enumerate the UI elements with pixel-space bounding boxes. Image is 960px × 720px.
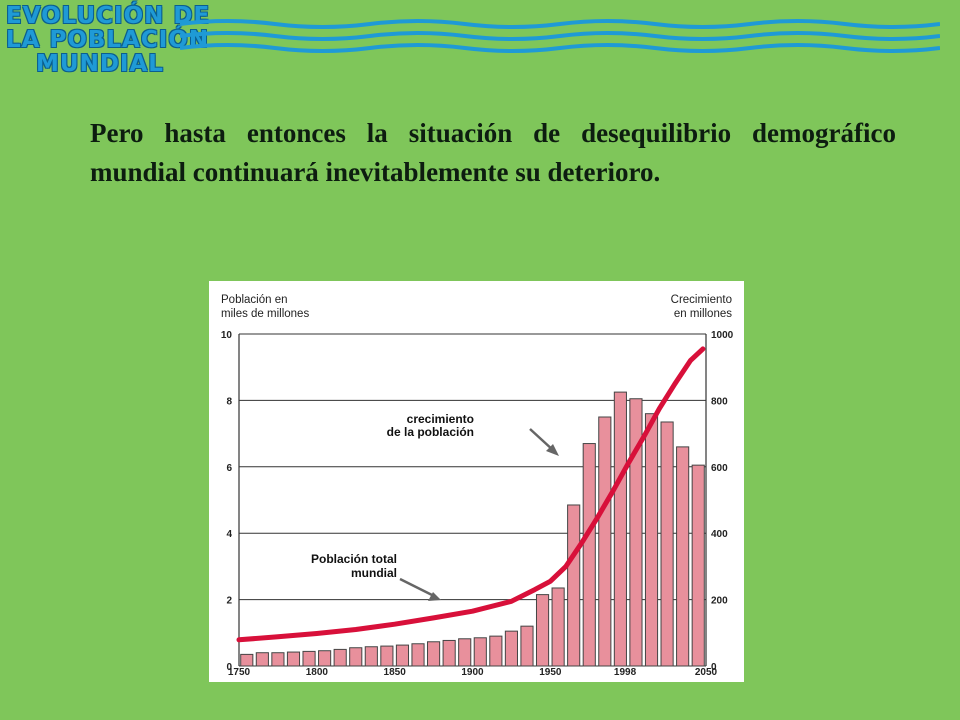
growth-bar (520, 625, 534, 667)
x-tick-label: 1800 (306, 667, 329, 678)
chart-plot: 0 0 2 200 4 400 6 600 8 800 10 1000 1750 1800 1850 1900… (221, 330, 734, 678)
growth-bar (691, 464, 705, 667)
logo-line-3: MUNDIAL (36, 51, 164, 77)
population-chart: Población en miles de millones Crecimien… (209, 281, 744, 682)
logo-line-1: EVOLUCIÓN DE (6, 3, 211, 29)
growth-bar (349, 647, 363, 667)
y-left-tick-label: 0 (226, 662, 232, 673)
growth-bar (644, 413, 659, 667)
growth-bar (660, 421, 674, 667)
x-tick-label: 1900 (461, 667, 484, 678)
growth-bar (318, 650, 332, 667)
growth-bar (473, 637, 487, 667)
y-right-tick-label: 1000 (711, 330, 734, 341)
growth-bar (380, 645, 394, 667)
growth-bar (427, 641, 441, 667)
x-tick-label: 2050 (695, 667, 718, 678)
title-logo: EVOLUCIÓN DE LA POBLACIÓN MUNDIAL (6, 3, 211, 84)
population-line (236, 346, 706, 643)
annotation-population-arrowhead (428, 592, 441, 601)
y-right-tick-label: 600 (711, 463, 728, 474)
body-paragraph: Pero hasta entonces la situación de dese… (90, 118, 896, 187)
y-right-tick-label: 0 (711, 662, 717, 673)
y-left-tick-label: 2 (226, 596, 232, 607)
x-tick-label: 1850 (384, 667, 407, 678)
growth-bar (535, 594, 550, 667)
y-right-tick-label: 400 (711, 529, 728, 540)
y-right-tick-label: 200 (711, 596, 728, 607)
x-tick-label: 1998 (614, 667, 637, 678)
growth-bar (442, 639, 456, 667)
annotation-population-arrow (399, 577, 435, 598)
growth-bar (598, 416, 612, 667)
y-axis-left-label: Población en miles de millones (221, 294, 310, 320)
y-left-tick-label: 4 (226, 529, 232, 540)
growth-bar (504, 630, 518, 667)
growth-bar (676, 446, 690, 667)
growth-bar (271, 652, 285, 667)
x-tick-label: 1750 (228, 667, 251, 678)
annotation-growth-label: de la población (387, 425, 474, 439)
annotation-population-label: mundial (351, 566, 397, 580)
wave-line-2 (180, 31, 940, 41)
growth-bar (458, 638, 472, 667)
wave-decoration (180, 19, 940, 53)
wave-line-3 (180, 43, 940, 53)
growth-bar (333, 648, 347, 667)
annotation-population-label: Población total (311, 552, 397, 566)
growth-bar (613, 391, 627, 667)
y-axis-right-label: Crecimiento en millones (670, 294, 732, 320)
logo-line-2: LA POBLACIÓN (6, 27, 210, 53)
growth-bar (567, 504, 581, 667)
growth-bar (302, 650, 316, 667)
wave-line-1 (180, 19, 940, 29)
y-left-tick-label: 8 (226, 396, 232, 407)
growth-bar (489, 635, 503, 667)
y-right-tick-label: 800 (711, 396, 728, 407)
growth-bar (286, 651, 301, 667)
growth-bar (629, 398, 643, 667)
y-left-tick-label: 6 (226, 463, 232, 474)
growth-bar (255, 652, 269, 667)
growth-bar (364, 646, 378, 667)
growth-bar (240, 653, 254, 667)
y-left-tick-label: 10 (221, 330, 233, 341)
growth-bar (395, 644, 410, 667)
x-tick-label: 1950 (539, 667, 562, 678)
growth-bar (411, 643, 425, 667)
annotation-growth-arrowhead (546, 444, 559, 456)
growth-bar (582, 443, 596, 667)
annotation-growth-label: crecimiento (407, 412, 474, 426)
growth-bar (551, 587, 565, 667)
